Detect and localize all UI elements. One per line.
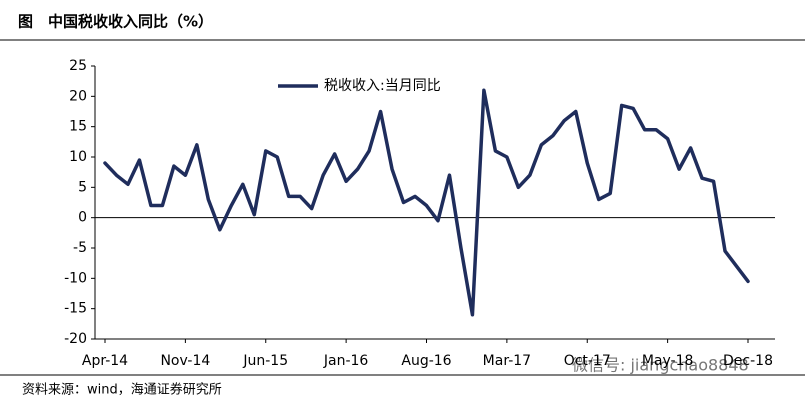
y-tick-label: 10 — [69, 149, 87, 165]
x-tick-label: Nov-14 — [160, 353, 210, 369]
y-tick-label: -10 — [64, 270, 87, 286]
y-tick-label: 15 — [69, 119, 87, 135]
x-tick-label: Jan-16 — [323, 353, 369, 369]
y-tick-label: 5 — [78, 179, 87, 195]
chart-title: 图 中国税收收入同比（%） — [18, 13, 213, 31]
x-tick-label: Aug-16 — [401, 353, 451, 369]
y-tick-label: 25 — [69, 58, 87, 74]
y-tick-label: -15 — [64, 301, 87, 317]
legend-label: 税收收入:当月同比 — [324, 78, 441, 94]
x-tick-label: May-18 — [642, 353, 694, 369]
x-tick-label: Apr-14 — [82, 353, 128, 369]
source: 资料来源：wind，海通证券研究所 — [22, 382, 222, 398]
y-tick-label: -20 — [64, 331, 87, 347]
x-tick-label: Dec-18 — [723, 353, 773, 369]
x-tick-label: Mar-17 — [483, 353, 531, 369]
x-tick-label: Oct-17 — [564, 353, 611, 369]
line-series — [103, 88, 750, 317]
y-tick-label: 0 — [78, 210, 87, 226]
x-tick-label: Jun-15 — [242, 353, 288, 369]
y-tick-label: -5 — [73, 240, 87, 256]
y-tick-label: 20 — [69, 88, 87, 104]
watermark: 微信号: jiangchao8848 — [572, 356, 749, 375]
